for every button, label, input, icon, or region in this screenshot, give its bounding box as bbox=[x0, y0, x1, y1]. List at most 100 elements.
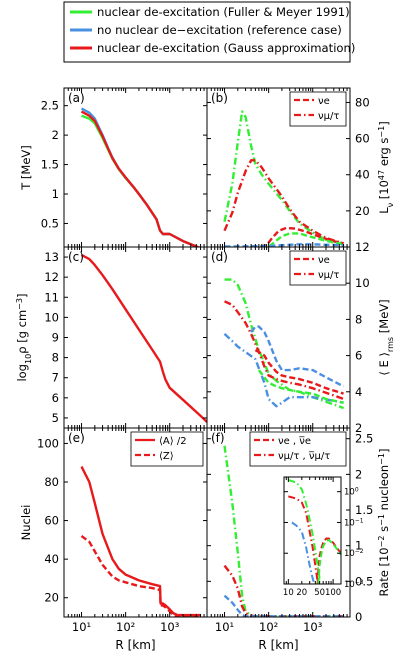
y-axis-label: T [MeV] bbox=[19, 145, 33, 191]
y-axis-label: log10ρ [g cm−3] bbox=[15, 293, 33, 381]
y-axis-label-part: 10 bbox=[24, 354, 33, 364]
x-tick-label-left: 10² bbox=[116, 620, 135, 634]
y-axis-label-part: s bbox=[377, 526, 391, 536]
y-tick-label: 20 bbox=[44, 591, 59, 605]
panel-frame bbox=[283, 476, 342, 585]
x-tick-label: 50 bbox=[314, 588, 325, 598]
y-tick-label: 0.5 bbox=[355, 574, 373, 588]
y-tick-label: 5 bbox=[52, 411, 59, 425]
y-tick-label-part: 10 bbox=[344, 518, 355, 528]
y-tick-label: 11 bbox=[44, 290, 59, 304]
y-tick-label: 0.5 bbox=[41, 216, 59, 230]
y-tick-label-part: −2 bbox=[355, 548, 364, 555]
y-tick-label: 4 bbox=[355, 385, 362, 399]
panel-legend-label: νμ/τ , ν̅μ/τ bbox=[278, 451, 330, 462]
series-line-d-3 bbox=[250, 325, 345, 388]
series-line-e-1 bbox=[80, 535, 201, 617]
y-tick-label: 40 bbox=[355, 168, 370, 182]
y-axis-label-part: ρ [g cm bbox=[15, 310, 29, 354]
y-axis-label: Rate [10−2 s−1 nucleon−1] bbox=[377, 448, 392, 596]
y-tick-label: 13 bbox=[44, 250, 59, 264]
x-axis-title-right: R [km] bbox=[258, 638, 298, 652]
panel-label: (b) bbox=[211, 91, 228, 105]
series-line-d-5 bbox=[257, 369, 344, 404]
panel-legend-label: νe , ν̅e bbox=[278, 436, 311, 447]
figure-legend-label: nuclear de-excitation (Fuller & Meyer 19… bbox=[97, 5, 350, 19]
panel-label: (e) bbox=[68, 431, 85, 445]
panel-b: 20 40 60 80 (b) Lν [1047 erg s−1] νe νμ/τ bbox=[206, 87, 395, 248]
figure-legend-label: nuclear de-excitation (Gauss approximati… bbox=[97, 41, 355, 55]
y-axis-label-part: ] bbox=[377, 121, 391, 126]
panel-legend-box bbox=[249, 431, 347, 467]
panel-f: 00.511.522.5(f)Rate [10−2 s−1 nucleon−1]… bbox=[206, 427, 392, 624]
y-tick-label: 10 bbox=[44, 310, 59, 324]
y-tick-label: 2.5 bbox=[355, 432, 373, 446]
x-axis-title-left: R [km] bbox=[115, 638, 155, 652]
y-tick-label: 80 bbox=[355, 95, 370, 109]
figure-legend: nuclear de-excitation (Fuller & Meyer 19… bbox=[63, 1, 355, 63]
y-axis-label-part: −3 bbox=[15, 298, 24, 310]
y-tick-label: 10−2 bbox=[344, 548, 364, 560]
y-tick-label: 6 bbox=[355, 349, 362, 363]
x-tick-label-right: 10³ bbox=[303, 620, 323, 634]
panel-label: (a) bbox=[68, 91, 85, 105]
y-axis-label-part: nucleon bbox=[377, 465, 391, 514]
series-line-f-inset-2 bbox=[291, 521, 316, 584]
y-tick-label: 6 bbox=[52, 391, 59, 405]
panel-legend-label: νμ/τ bbox=[318, 111, 339, 122]
y-tick-label: 8 bbox=[52, 351, 59, 365]
series-group bbox=[80, 253, 207, 423]
x-tick-label: 10 bbox=[283, 588, 294, 598]
y-tick-label: 2 bbox=[355, 421, 362, 435]
y-tick-label: 7 bbox=[52, 371, 59, 385]
y-axis-label-part: [MeV] bbox=[377, 299, 391, 337]
series-group bbox=[80, 466, 201, 617]
y-axis-label-part: log bbox=[15, 364, 29, 382]
y-axis-label-part: Rate [10 bbox=[377, 547, 391, 596]
y-tick-label: 100 bbox=[37, 436, 59, 450]
y-axis-label-part: [10 bbox=[377, 180, 391, 203]
panel-label: (d) bbox=[211, 250, 228, 264]
series-line-f-inset-4 bbox=[317, 539, 341, 584]
y-tick-label: 100 bbox=[344, 486, 359, 498]
y-axis-label-part: L bbox=[377, 207, 391, 214]
y-tick-label: 2.5 bbox=[41, 99, 59, 113]
y-tick-label-part: 10 bbox=[344, 580, 355, 590]
figure-legend-box bbox=[63, 1, 351, 63]
panel-label: (c) bbox=[68, 250, 84, 264]
panel-legend-label: νe bbox=[318, 255, 330, 266]
series-group bbox=[223, 110, 344, 247]
series-line-d-2 bbox=[223, 333, 344, 408]
y-axis-label-part: ] bbox=[15, 293, 29, 298]
y-tick-label: 40 bbox=[44, 552, 59, 566]
series-line-b-1 bbox=[223, 159, 344, 245]
series-line-f-inset-0 bbox=[288, 479, 321, 579]
series-line-d-1 bbox=[223, 300, 345, 401]
y-axis-label-part: rms bbox=[386, 337, 395, 352]
x-tick-label-right: 10¹ bbox=[215, 620, 234, 634]
y-tick-label: 10−1 bbox=[344, 517, 364, 529]
y-tick-label: 1 bbox=[52, 187, 59, 201]
x-tick-label: 100 bbox=[325, 588, 341, 598]
series-line-a-2 bbox=[80, 110, 201, 247]
y-tick-label-part: −1 bbox=[355, 517, 364, 524]
y-tick-label: 0 bbox=[355, 610, 362, 624]
series-line-e-0 bbox=[80, 466, 201, 617]
y-tick-label: 8 bbox=[355, 312, 362, 326]
y-axis-label-part: ] bbox=[377, 448, 391, 453]
panel-legend: νe νμ/τ bbox=[289, 250, 347, 286]
y-tick-label-part: 0 bbox=[355, 486, 359, 493]
y-axis-label-part: ν bbox=[386, 202, 395, 207]
series-group bbox=[223, 278, 345, 410]
series-group bbox=[223, 445, 344, 617]
panel-legend: ⟨A⟩ /2 ⟨Z⟩ bbox=[130, 431, 204, 467]
y-axis-label-part: −1 bbox=[377, 514, 386, 526]
panel-legend: νe νμ/τ bbox=[289, 91, 347, 127]
series-line-a-0 bbox=[81, 114, 201, 247]
y-axis-label-part: erg s bbox=[377, 138, 391, 170]
series-line-d-4 bbox=[254, 349, 344, 395]
y-tick-label: 9 bbox=[52, 331, 59, 345]
y-tick-label: 20 bbox=[355, 204, 370, 218]
y-axis-label-part: −2 bbox=[377, 536, 386, 548]
